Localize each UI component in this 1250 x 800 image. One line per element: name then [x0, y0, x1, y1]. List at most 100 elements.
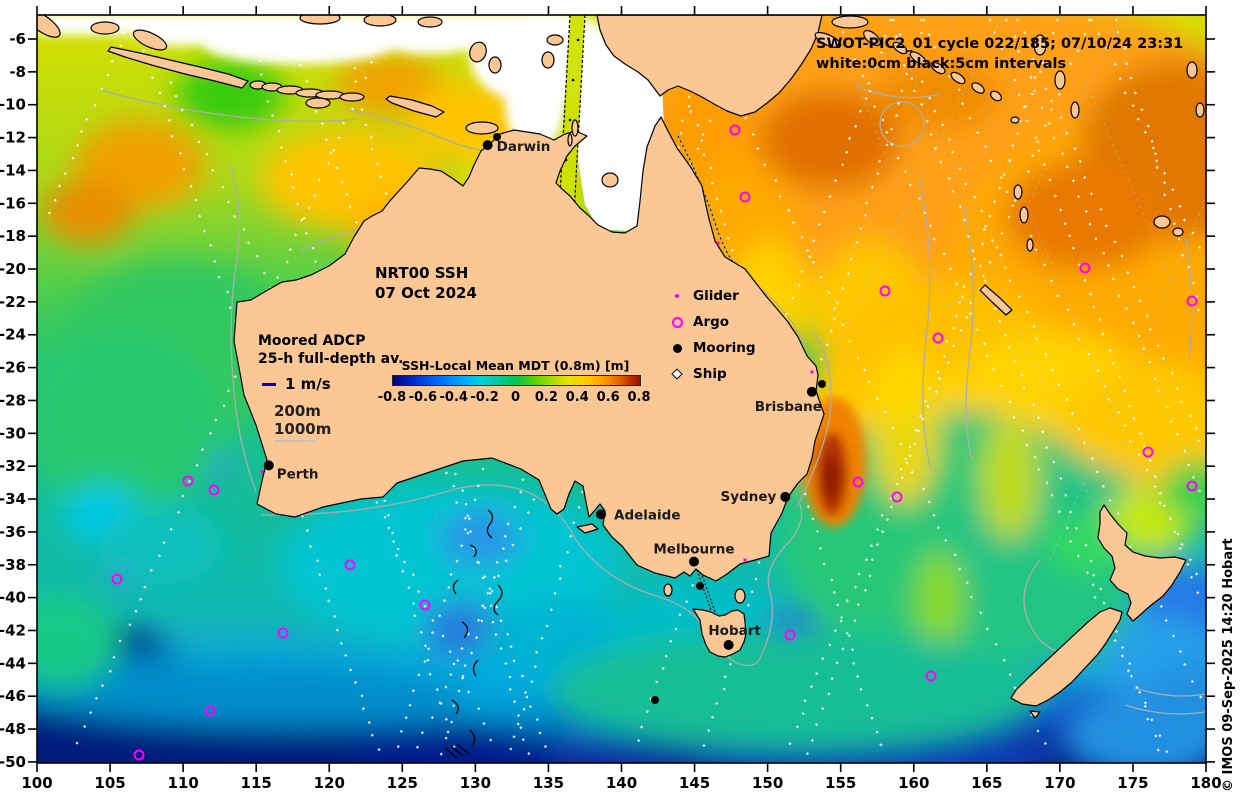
- svg-text:150: 150: [752, 774, 783, 792]
- argo-label: Argo: [693, 314, 730, 330]
- city-label-darwin: Darwin: [497, 139, 551, 155]
- svg-text:-10: -10: [0, 96, 26, 114]
- colorbar-tick: 0.6: [596, 390, 620, 405]
- svg-text:-46: -46: [0, 687, 26, 705]
- argo-float-marker: [182, 475, 194, 487]
- legend-row-argo: Argo: [670, 309, 756, 335]
- svg-text:-28: -28: [0, 391, 26, 409]
- swot-title-line1: SWOT-PIC2_01 cycle 022/185; 07/10/24 23:…: [816, 36, 1184, 52]
- svg-text:-6: -6: [9, 30, 26, 48]
- svg-text:175: 175: [1117, 774, 1148, 792]
- svg-text:100: 100: [21, 774, 52, 792]
- colorbar: SSH-Local Mean MDT (0.8m) [m] -0.8 -0.6 -0…: [372, 356, 659, 405]
- argo-float-marker: [1186, 480, 1198, 492]
- argo-float-marker: [925, 670, 937, 682]
- mooring-marker: [818, 380, 826, 388]
- colorbar-tick: 0.4: [565, 390, 589, 405]
- city-label-adelaide: Adelaide: [614, 507, 680, 523]
- land-king-island: [663, 583, 673, 597]
- contour-sample-line: [274, 440, 316, 442]
- colorbar-gradient: [392, 375, 641, 386]
- colorbar-tick: 0.2: [534, 390, 558, 405]
- field-label-block: NRT00 SSH 07 Oct 2024: [375, 263, 477, 303]
- city-dot-hobart: [723, 639, 734, 650]
- argo-float-marker: [1186, 295, 1198, 307]
- svg-text:-44: -44: [0, 654, 26, 672]
- land-timor: [385, 95, 445, 118]
- argo-float-marker: [891, 491, 903, 503]
- city-dot-sydney: [780, 491, 791, 502]
- svg-text:-20: -20: [0, 260, 26, 278]
- legend-row-glider: Glider: [670, 283, 756, 309]
- argo-float-marker: [204, 705, 216, 717]
- colorbar-tick: 0: [510, 390, 521, 405]
- argo-float-marker: [111, 573, 123, 585]
- argo-float-marker: [852, 476, 864, 488]
- marker-legend: Glider Argo Mooring Ship: [670, 283, 756, 387]
- svg-text:-26: -26: [0, 359, 26, 377]
- svg-text:145: 145: [679, 774, 710, 792]
- velocity-scale-label: 1 m/s: [285, 375, 331, 393]
- argo-float-marker: [419, 599, 431, 611]
- svg-text:-30: -30: [0, 424, 26, 442]
- city-dot-perth: [263, 460, 274, 471]
- argo-float-marker: [208, 484, 220, 496]
- city-label-hobart: Hobart: [708, 623, 761, 639]
- city-dot-brisbane: [806, 386, 817, 397]
- city-dot-melbourne: [688, 556, 699, 567]
- svg-text:-38: -38: [0, 556, 26, 574]
- adcp-legend-line1: Moored ADCP: [258, 333, 366, 349]
- adcp-legend: Moored ADCP 25-h full-depth av. 1 m/s 20…: [258, 332, 403, 442]
- observation-markers: [111, 124, 1198, 761]
- mooring-marker: [651, 696, 659, 704]
- svg-text:125: 125: [387, 774, 418, 792]
- land-stewart-island: [1029, 710, 1041, 719]
- legend-row-ship: Ship: [670, 361, 756, 387]
- land-new-caledonia: [979, 284, 1013, 316]
- swot-title-block: SWOT-PIC2_01 cycle 022/185; 07/10/24 23:…: [816, 34, 1183, 74]
- svg-text:105: 105: [94, 774, 125, 792]
- svg-text:110: 110: [167, 774, 198, 792]
- land-flinders-island: [734, 588, 746, 604]
- city-label-perth: Perth: [277, 466, 319, 482]
- svg-text:-34: -34: [0, 490, 26, 508]
- city-label-sydney: Sydney: [721, 489, 777, 505]
- svg-text:115: 115: [241, 774, 272, 792]
- contour-1000m-label: 1000m: [274, 420, 332, 438]
- mooring-marker: [493, 133, 501, 141]
- svg-text:135: 135: [533, 774, 564, 792]
- ship-label: Ship: [693, 366, 727, 382]
- argo-float-marker: [344, 559, 356, 571]
- svg-text:155: 155: [825, 774, 856, 792]
- argo-float-marker: [739, 191, 751, 203]
- colorbar-title: SSH-Local Mean MDT (0.8m) [m]: [401, 358, 630, 373]
- svg-text:-36: -36: [0, 523, 26, 541]
- city-label-brisbane: Brisbane: [755, 399, 822, 415]
- argo-float-marker: [784, 629, 796, 641]
- svg-text:-50: -50: [0, 753, 26, 771]
- argo-float-marker: [133, 749, 145, 761]
- glider-marker: [260, 470, 264, 474]
- colorbar-tick: -0.2: [470, 390, 499, 405]
- land-australia: [233, 116, 825, 582]
- land-kangaroo-island: [576, 523, 599, 534]
- argo-float-marker: [1142, 446, 1154, 458]
- svg-text:-42: -42: [0, 621, 26, 639]
- svg-text:-8: -8: [9, 63, 26, 81]
- glider-label: Glider: [693, 288, 739, 304]
- mooring-icon: [670, 343, 684, 353]
- svg-text:170: 170: [1044, 774, 1075, 792]
- colorbar-tick: -0.6: [408, 390, 438, 405]
- colorbar-tick: -0.4: [439, 390, 468, 405]
- city-markers: Darwin Perth Adelaide Melbourne Sydney Brisba…: [263, 139, 822, 650]
- altimeter-ground-tracks: [799, 19, 1206, 561]
- land-nz-south-island: [1010, 607, 1123, 707]
- svg-text:-12: -12: [0, 129, 26, 147]
- adcp-legend-line2: 25-h full-depth av.: [258, 351, 404, 367]
- mooring-marker: [696, 582, 704, 590]
- city-dot-adelaide: [596, 509, 607, 520]
- svg-text:140: 140: [606, 774, 637, 792]
- city-label-melbourne: Melbourne: [653, 542, 734, 558]
